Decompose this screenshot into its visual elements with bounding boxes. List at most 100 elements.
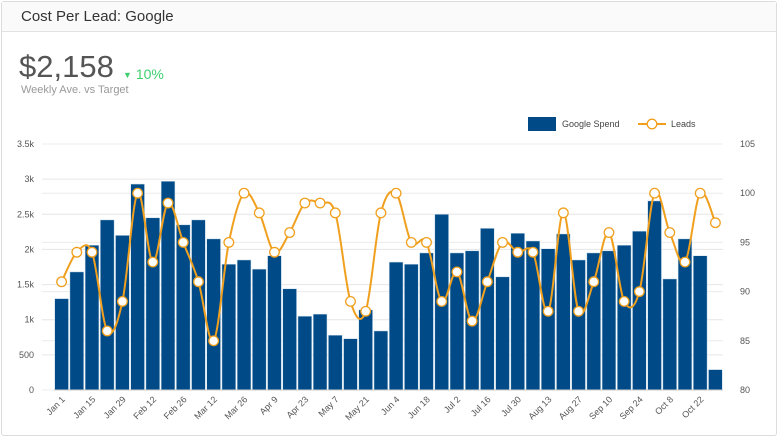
kpi-delta-value: 10% <box>135 66 164 82</box>
bar-google-spend <box>540 248 556 391</box>
bar-google-spend <box>404 263 419 391</box>
bar-google-spend <box>373 330 389 391</box>
right-tick-label: 105 <box>740 139 755 149</box>
leads-point <box>253 207 265 219</box>
leads-point <box>618 295 630 307</box>
x-tick-label: Aug 27 <box>557 394 584 421</box>
x-tick-label: Apr 23 <box>284 394 310 420</box>
legend-label-google-spend: Google Spend <box>562 119 620 129</box>
x-tick-label: Sep 10 <box>587 394 614 421</box>
left-tick-label: 1.5k <box>17 280 35 290</box>
right-tick-label: 80 <box>740 385 750 395</box>
left-tick-label: 500 <box>19 350 34 360</box>
leads-point <box>573 305 585 317</box>
leads-point <box>345 295 356 307</box>
leads-point <box>314 197 326 209</box>
x-tick-label: Feb 26 <box>162 394 189 421</box>
bar-google-spend <box>495 276 510 391</box>
right-tick-label: 95 <box>740 237 750 247</box>
leads-point <box>497 236 508 248</box>
leads-point <box>512 246 524 258</box>
leads-point <box>284 227 296 239</box>
bar-google-spend <box>388 261 404 391</box>
leads-point <box>71 246 83 258</box>
left-tick-label: 2.5k <box>17 209 35 219</box>
x-tick-label: Feb 12 <box>131 394 158 421</box>
leads-point <box>451 266 463 278</box>
leads-point <box>329 207 341 219</box>
bar-google-spend <box>617 244 632 391</box>
bar-google-spend <box>586 252 601 391</box>
bar-google-spend <box>708 369 723 391</box>
x-tick-label: Oct 22 <box>680 394 706 420</box>
leads-point <box>542 305 554 317</box>
leads-point <box>390 187 402 199</box>
leads-point <box>132 187 144 199</box>
right-tick-label: 100 <box>740 188 755 198</box>
leads-point <box>56 276 68 288</box>
right-tick-label: 90 <box>740 287 750 297</box>
bar-google-spend <box>693 255 708 391</box>
x-tick-label: Jul 2 <box>442 394 463 415</box>
triangle-down-icon: ▼ <box>123 70 132 80</box>
leads-point <box>375 207 387 219</box>
x-tick-label: Jun 4 <box>379 394 402 417</box>
x-tick-label: Jun 18 <box>406 394 432 420</box>
x-tick-label: Jan 15 <box>71 394 97 420</box>
x-tick-label: Jan 1 <box>44 394 67 417</box>
left-tick-label: 2k <box>24 244 34 254</box>
leads-point <box>360 305 372 317</box>
leads-point <box>694 187 706 199</box>
x-tick-label: Mar 26 <box>223 394 250 421</box>
kpi-delta: ▼ 10% <box>123 66 164 82</box>
leads-point <box>238 187 250 199</box>
leads-point <box>405 236 417 248</box>
leads-point <box>147 256 159 268</box>
right-tick-label: 85 <box>740 336 750 346</box>
legend-marker-leads <box>646 118 658 130</box>
leads-point <box>436 295 448 307</box>
bar-google-spend <box>236 259 252 391</box>
card-header <box>2 2 776 32</box>
bar-google-spend <box>556 233 571 391</box>
leads-point <box>603 227 615 239</box>
leads-point <box>527 246 539 258</box>
x-tick-label: May 7 <box>316 394 340 418</box>
bar-google-spend <box>419 252 434 391</box>
left-tick-label: 0 <box>29 385 34 395</box>
left-tick-label: 1k <box>24 315 34 325</box>
leads-point <box>649 187 661 199</box>
leads-point <box>588 276 600 288</box>
bar-google-spend <box>328 334 343 391</box>
leads-point <box>177 236 189 248</box>
leads-point <box>557 207 569 219</box>
leads-point <box>709 217 721 229</box>
leads-point <box>86 246 98 258</box>
leads-point <box>633 286 645 298</box>
bar-google-spend <box>358 309 373 391</box>
bar-google-spend <box>297 315 313 391</box>
x-tick-label: Aug 13 <box>526 394 553 421</box>
x-tick-label: Apr 9 <box>258 394 280 416</box>
x-tick-label: Jan 29 <box>102 394 128 420</box>
leads-point <box>481 276 493 288</box>
bar-google-spend <box>647 200 662 391</box>
card-title: Cost Per Lead: Google <box>21 8 174 25</box>
bar-google-spend <box>54 298 69 391</box>
x-tick-label: Jul 30 <box>499 394 523 418</box>
legend-label-leads: Leads <box>671 119 696 129</box>
leads-point <box>162 197 174 209</box>
bar-google-spend <box>160 181 176 391</box>
kpi-value: $2,158 <box>19 49 114 84</box>
left-tick-label: 3.5k <box>17 139 35 149</box>
leads-point <box>208 335 220 347</box>
bar-google-spend <box>267 255 282 391</box>
bar-google-spend <box>343 338 358 391</box>
leads-point <box>664 227 676 239</box>
bar-google-spend <box>480 228 495 391</box>
bar-google-spend <box>601 250 617 391</box>
leads-point <box>223 236 235 248</box>
leads-point <box>299 197 311 209</box>
left-tick-label: 3k <box>24 174 34 184</box>
